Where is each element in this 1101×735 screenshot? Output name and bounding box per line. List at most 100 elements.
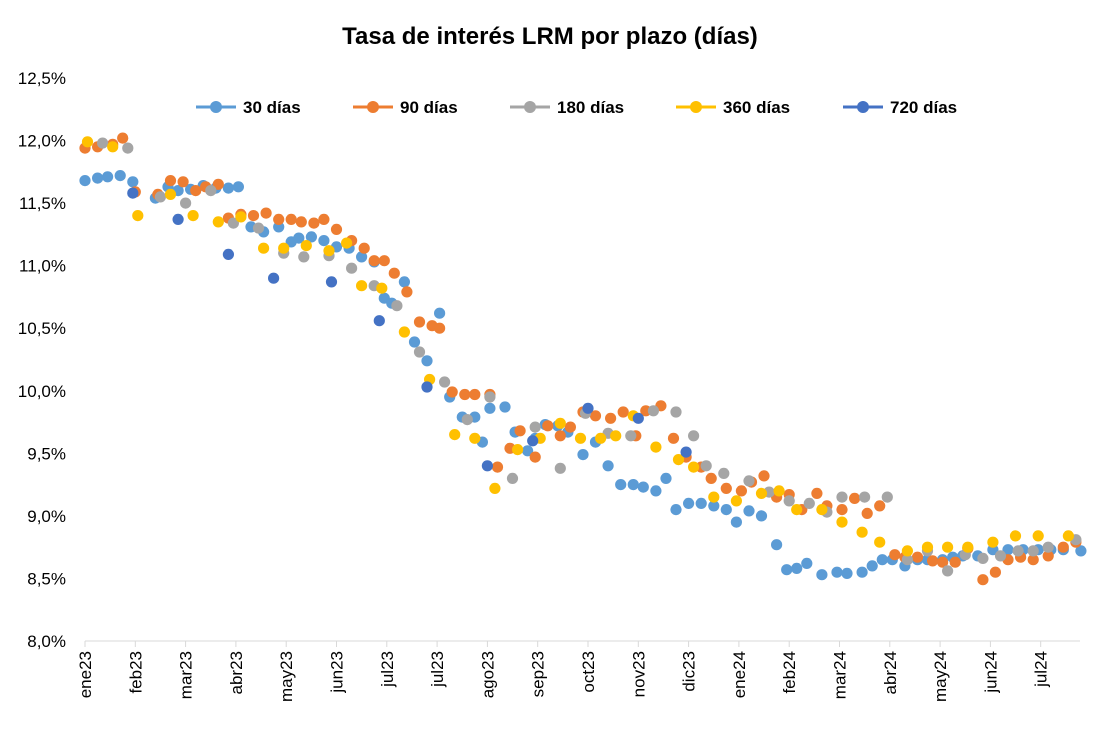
data-point [190,185,202,197]
data-point [876,554,888,566]
data-point [222,182,234,194]
data-point [708,491,720,503]
x-tick-label: jul23 [428,651,447,688]
data-point [610,430,622,442]
data-point [861,507,873,519]
data-point [127,187,139,199]
legend: 30 días 90 días 180 días 360 días 720 días [196,98,957,117]
data-point [318,213,330,225]
data-point [720,504,732,516]
data-point [582,402,594,414]
data-point [268,272,280,284]
data-point [114,170,126,182]
data-point [803,497,815,509]
legend-dot-marker [524,101,536,113]
y-tick-label: 10,5% [18,319,66,338]
legend-item: 180 días [510,98,624,117]
data-point [252,222,265,234]
data-point [408,336,421,348]
data-point [506,472,519,484]
data-point [921,541,934,553]
data-point [615,479,627,491]
data-point [79,175,91,187]
data-point [499,401,511,413]
data-point [730,516,743,528]
data-point [330,223,343,235]
data-point [836,516,848,528]
data-point [866,560,878,572]
data-point [107,141,119,153]
data-point [695,497,707,509]
data-point [911,551,924,563]
y-tick-label: 8,0% [27,632,66,651]
data-point [554,462,566,474]
data-point [881,491,893,503]
x-tick-label: mar24 [831,651,850,699]
x-tick-label: sep23 [529,651,548,697]
data-point [358,242,370,254]
data-point [97,137,109,149]
data-point [831,566,843,578]
data-point [574,432,587,444]
data-point [773,485,785,497]
data-point [730,495,743,507]
data-point [602,460,614,472]
legend-dot-marker [367,101,379,113]
data-point [222,248,234,260]
data-point [81,136,94,148]
data-point [783,495,795,507]
data-point [298,251,310,263]
data-point [688,430,700,442]
data-point [660,472,672,484]
data-point [758,470,770,482]
data-point [527,435,539,447]
data-point [154,191,166,203]
data-point [421,381,433,393]
data-point [469,432,481,444]
data-point [127,176,139,188]
data-point [258,242,270,254]
x-tick-label: ene23 [76,651,95,698]
data-point [705,472,717,484]
data-point [605,412,617,424]
x-tick-label: dic23 [680,651,699,692]
data-point [164,175,177,187]
data-point [413,316,426,328]
data-point [461,414,473,426]
data-point [564,421,577,433]
x-tick-label: jul23 [378,651,397,688]
data-point [771,539,783,551]
data-point [484,402,496,414]
data-point [180,197,192,209]
legend-item: 30 días [196,98,301,117]
data-point [989,566,1002,578]
data-point [901,554,914,566]
data-point [489,482,501,494]
data-point [356,251,368,263]
x-tick-label: feb23 [126,651,145,694]
data-point [791,562,803,575]
data-point [942,565,954,577]
data-point [1062,530,1074,542]
data-point [102,171,114,183]
x-tick-label: mar23 [177,651,196,699]
data-point [859,491,871,503]
data-point [755,487,768,499]
data-point [413,346,426,358]
data-point [617,406,629,418]
data-point [700,460,712,472]
data-point [293,232,305,244]
data-point [1009,530,1022,542]
data-point [522,445,534,457]
data-point [680,446,692,458]
series-2 [79,132,1082,586]
data-point [260,207,272,219]
data-point [285,213,297,225]
data-point [856,526,868,538]
data-point [949,556,961,568]
data-point [650,485,662,497]
data-point [469,388,481,401]
data-point [927,555,939,567]
data-point [459,388,471,401]
data-point [205,185,217,197]
